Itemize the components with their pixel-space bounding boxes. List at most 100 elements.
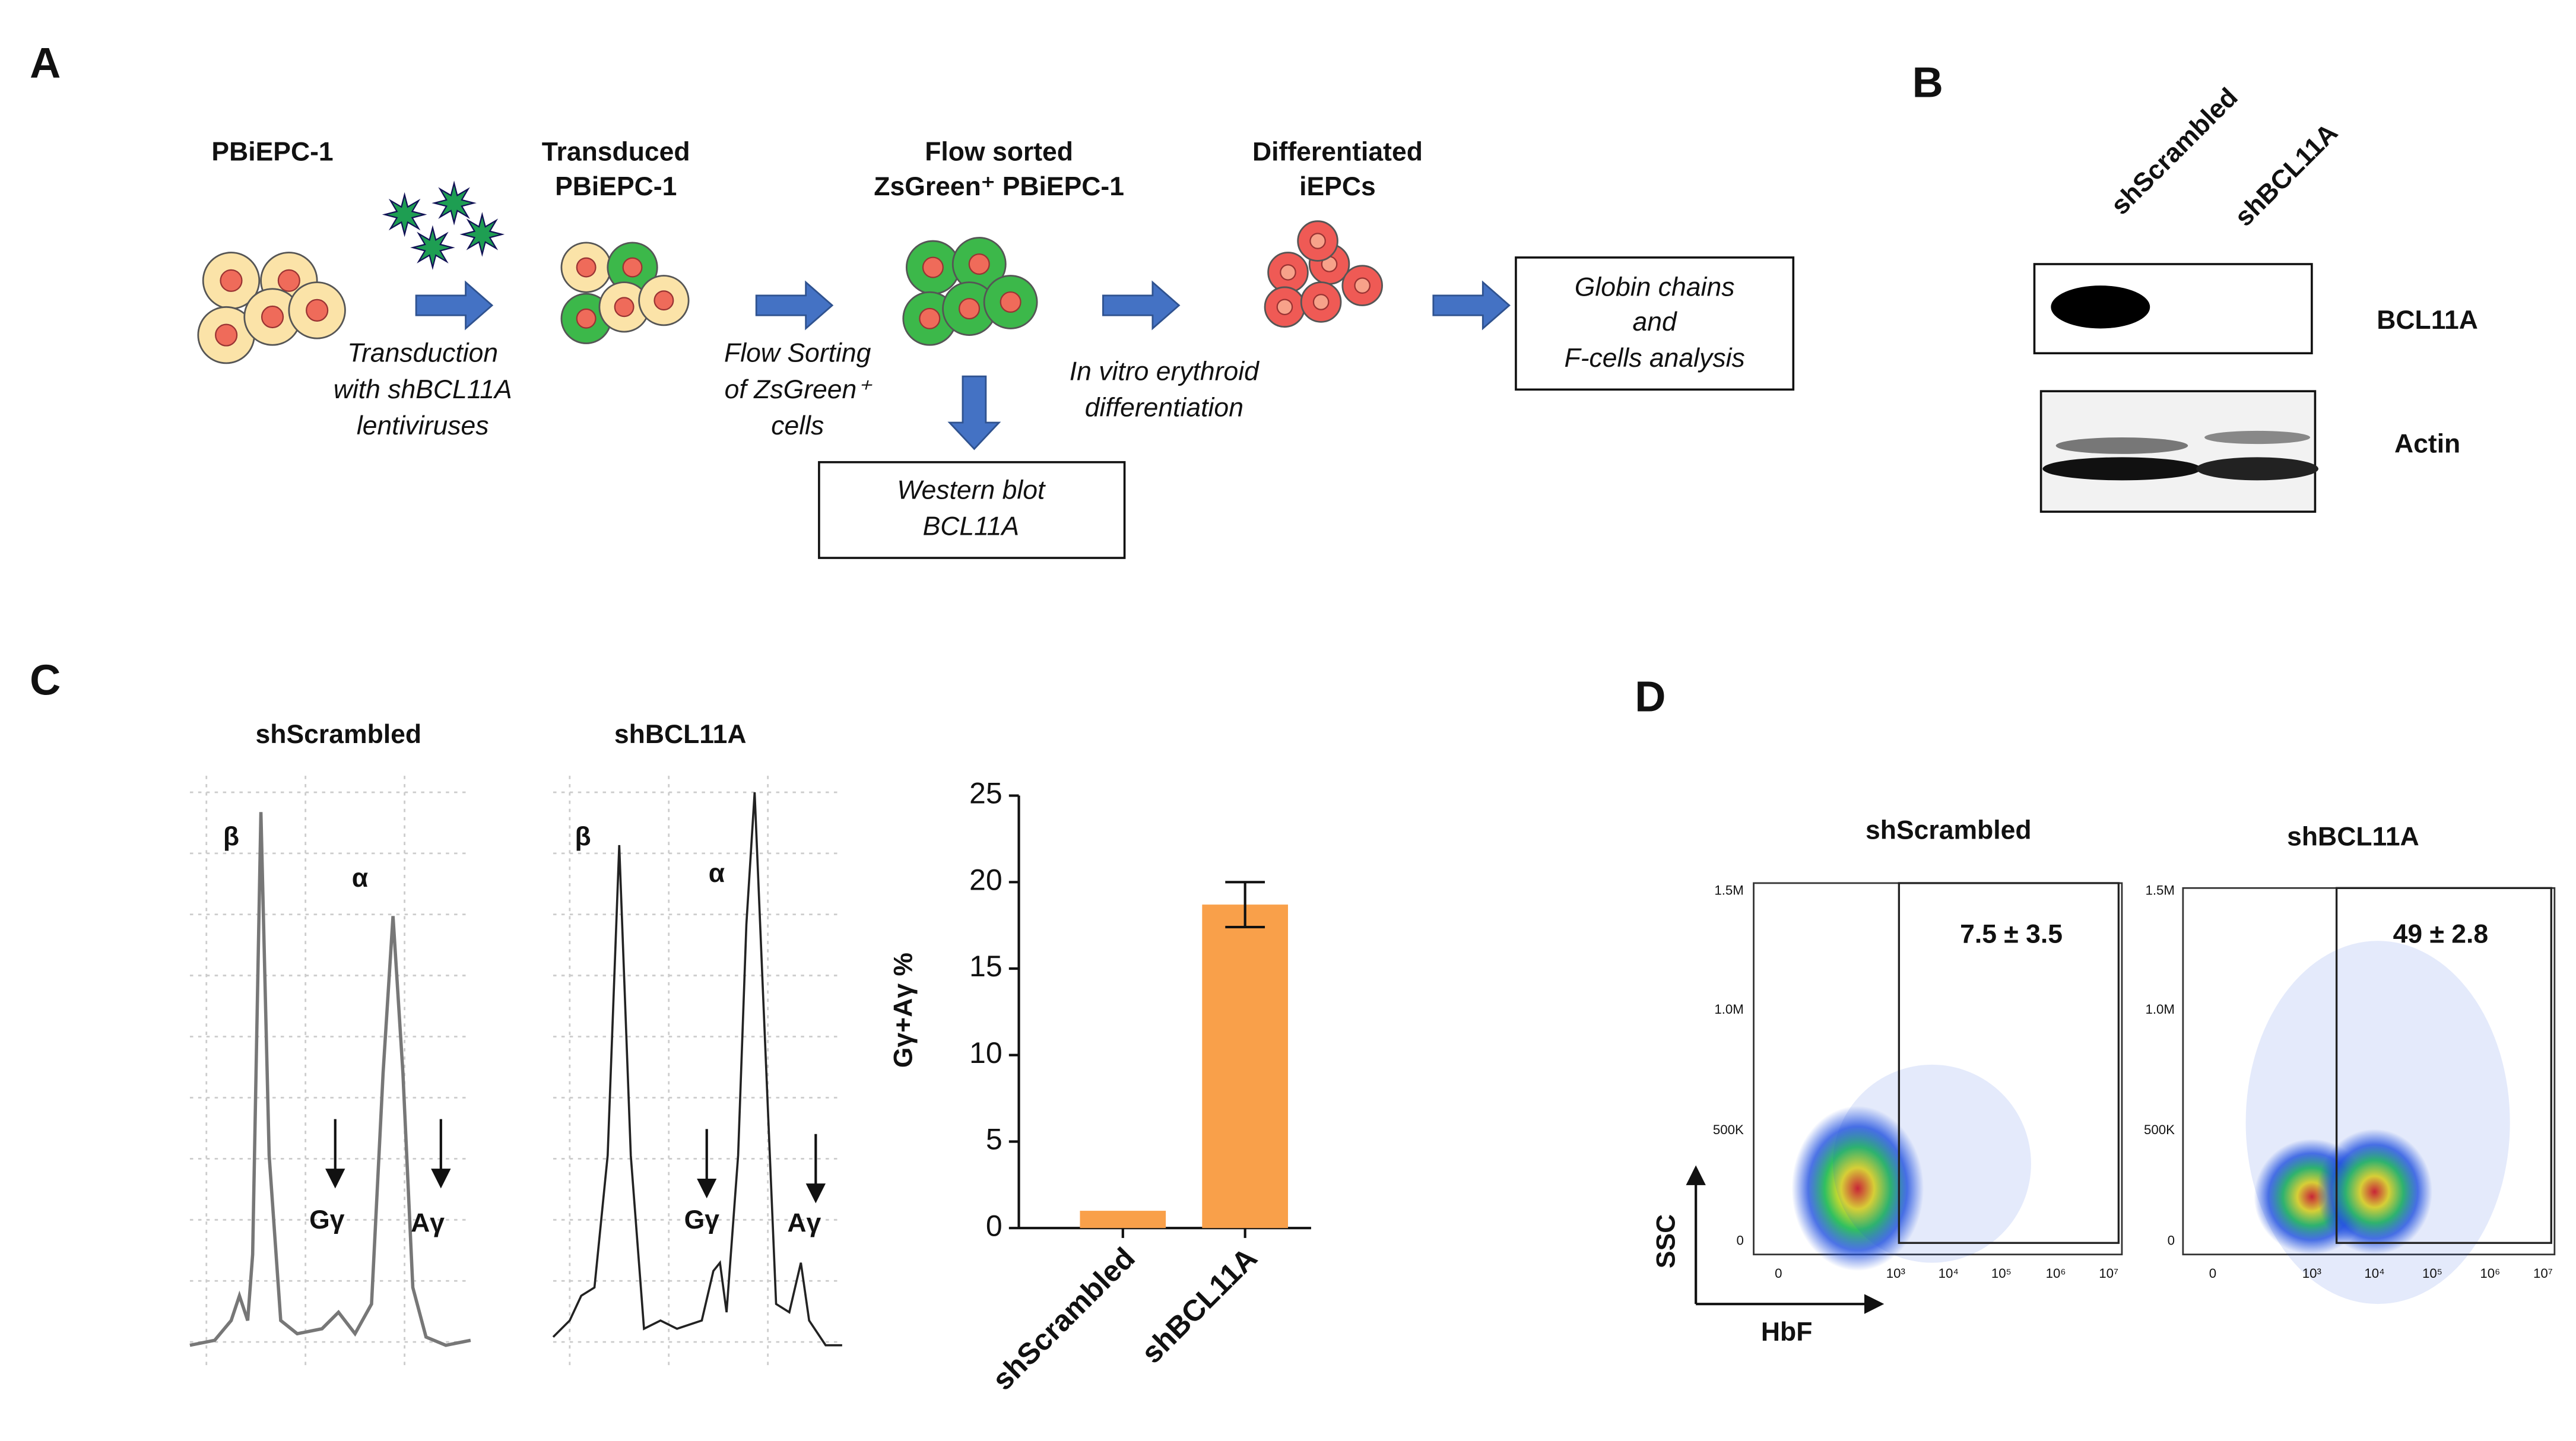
peak-label: α xyxy=(709,859,725,888)
blue-arrows xyxy=(415,280,1511,450)
box xyxy=(1515,256,1795,391)
nucleus xyxy=(922,256,944,278)
band xyxy=(2051,285,2150,329)
gate-label: 49 ± 2.8 xyxy=(2393,920,2489,949)
y-axis-label: Gγ+Aγ % xyxy=(889,953,918,1068)
gate xyxy=(1898,882,2120,1244)
panel-label: B xyxy=(1912,59,1943,107)
band xyxy=(2196,457,2318,481)
density xyxy=(2245,941,2510,1304)
error-bar xyxy=(1225,881,1265,929)
x-tick-label: shBCL11A xyxy=(1135,1241,1264,1370)
y-tick-label: 0 xyxy=(1736,1233,1743,1248)
peak-label: Aγ xyxy=(411,1208,445,1237)
box xyxy=(818,461,1126,559)
chromatogram-grids xyxy=(189,776,842,1370)
nucleus xyxy=(968,253,990,275)
density xyxy=(1791,1106,1924,1271)
panel-label: A xyxy=(30,39,61,87)
arrow-label: Transduction xyxy=(347,339,498,368)
gate xyxy=(2335,887,2552,1244)
virus xyxy=(410,225,455,270)
arrow-label: Flow Sorting xyxy=(724,339,871,368)
peak-label: β xyxy=(223,823,239,852)
y-tick-label: 0 xyxy=(2168,1233,2175,1248)
workflow: PBiEPC-1 Transduced PBiEPC-1 Flow sorted… xyxy=(211,137,1795,559)
density xyxy=(1833,1064,2031,1263)
arrow-label: cells xyxy=(771,411,824,440)
nucleus xyxy=(1000,291,1021,313)
trace xyxy=(552,792,842,1347)
nucleus xyxy=(614,297,635,318)
axis-label: HbF xyxy=(1761,1318,1813,1347)
virus xyxy=(432,180,477,226)
band xyxy=(2042,457,2201,481)
nucleus xyxy=(1354,277,1371,294)
peak-label: Aγ xyxy=(787,1208,821,1237)
band xyxy=(2204,430,2311,445)
flow-cytometry: shScrambled shBCL11A 7.5 ± 3.5 49 ± 2.8 … xyxy=(1652,815,2556,1347)
x-tick-label: 10⁴ xyxy=(1939,1266,1959,1281)
step-title: Transduced xyxy=(542,137,690,166)
peak-label: β xyxy=(575,823,591,852)
y-tick-label: 1.0M xyxy=(1714,1002,1743,1017)
x-tick-label: shScrambled xyxy=(986,1241,1141,1396)
trace xyxy=(189,812,471,1347)
step-title: PBiEPC-1 xyxy=(211,137,333,166)
nucleus xyxy=(1309,233,1326,249)
x-tick-label: 10⁷ xyxy=(2533,1266,2553,1281)
nucleus xyxy=(576,257,597,278)
nucleus xyxy=(277,269,300,292)
nucleus xyxy=(1312,294,1330,310)
flow-title: shBCL11A xyxy=(2287,823,2419,852)
chromatogram-title: shBCL11A xyxy=(614,720,747,749)
box-text: BCL11A xyxy=(923,512,1019,541)
nucleus xyxy=(622,257,643,278)
y-tick-label: 500K xyxy=(1713,1122,1744,1137)
nucleus xyxy=(261,305,284,329)
panel-label: D xyxy=(1635,673,1665,720)
y-tick-label: 1.5M xyxy=(1714,883,1743,898)
box-text: Western blot xyxy=(897,476,1046,505)
x-tick-label: 10⁵ xyxy=(1991,1266,2012,1281)
cell-illustrations xyxy=(197,180,1383,364)
y-tick-label: 25 xyxy=(969,777,1003,810)
chromatogram-title: shScrambled xyxy=(256,720,422,749)
step-title: PBiEPC-1 xyxy=(555,172,677,201)
x-tick-label: 10⁶ xyxy=(2046,1266,2066,1281)
box-text: and xyxy=(1632,307,1677,337)
nucleus xyxy=(576,308,597,329)
lane-label: shBCL11A xyxy=(2229,118,2343,232)
x-tick-label: 0 xyxy=(2209,1266,2216,1281)
nucleus xyxy=(1276,299,1293,316)
arrow-label: differentiation xyxy=(1085,393,1243,422)
arrow-label: lentiviruses xyxy=(357,411,489,440)
x-tick-label: 10⁴ xyxy=(2364,1266,2384,1281)
y-tick-label: 1.5M xyxy=(2145,883,2174,898)
x-tick-label: 10³ xyxy=(2302,1266,2321,1281)
x-tick-label: 0 xyxy=(1775,1266,1782,1281)
nucleus xyxy=(220,269,243,292)
peak-labels: β α Gγ Aγ β α Gγ Aγ xyxy=(223,823,821,1238)
arrow-label: In vitro erythroid xyxy=(1070,357,1260,386)
x-tick-label: 10⁵ xyxy=(2422,1266,2442,1281)
peak-label: α xyxy=(352,864,368,893)
panel-label: C xyxy=(30,657,61,704)
step-title: Differentiated xyxy=(1252,137,1423,166)
x-tick-label: 10⁶ xyxy=(2480,1266,2500,1281)
nucleus xyxy=(653,290,674,311)
band-label: Actin xyxy=(2394,430,2460,459)
arrow-label: with shBCL11A xyxy=(334,375,512,404)
step-title: ZsGreen⁺ PBiEPC-1 xyxy=(874,172,1124,201)
x-tick-label: 10³ xyxy=(1886,1266,1905,1281)
nucleus xyxy=(215,323,238,347)
peak-arrows xyxy=(325,1119,826,1204)
virus xyxy=(382,192,427,237)
bar xyxy=(1202,904,1288,1229)
bar xyxy=(1080,1211,1166,1229)
band xyxy=(2055,437,2188,454)
y-tick-label: 5 xyxy=(986,1123,1003,1156)
nucleus xyxy=(306,299,329,322)
nucleus xyxy=(1280,264,1296,281)
